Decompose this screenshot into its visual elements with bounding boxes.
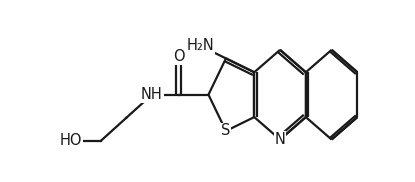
Text: O: O (173, 49, 185, 64)
Text: NH: NH (141, 87, 163, 102)
Text: HO: HO (60, 133, 82, 148)
Text: N: N (275, 132, 286, 147)
Text: H₂N: H₂N (187, 38, 214, 54)
Text: S: S (221, 123, 231, 139)
